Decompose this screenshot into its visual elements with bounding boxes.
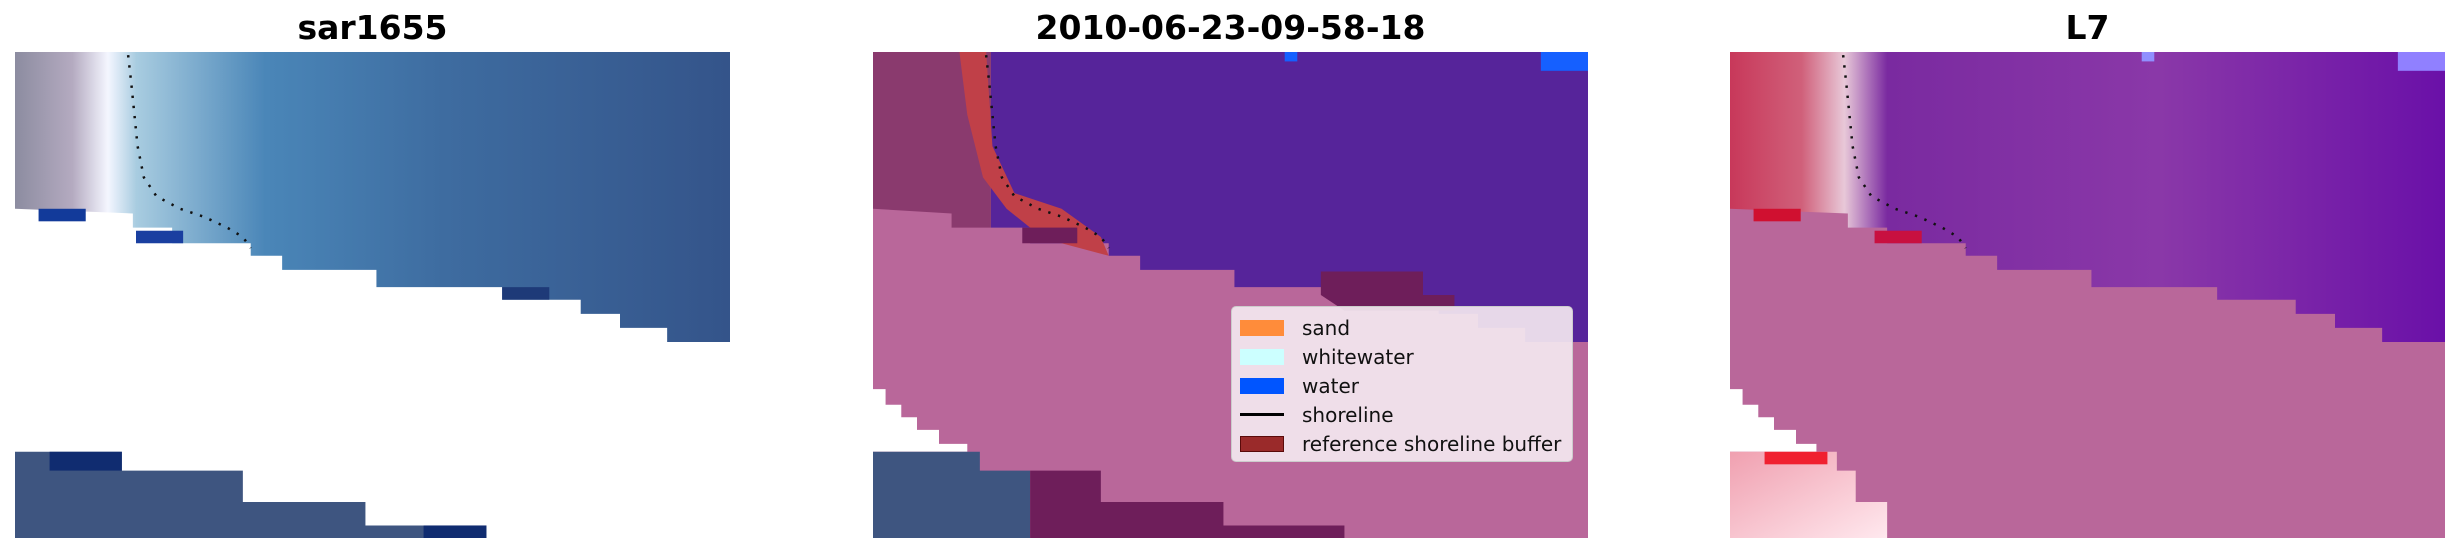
index-panel	[1730, 52, 2445, 538]
water-pixel-patch	[1540, 52, 1588, 71]
classification-panel	[873, 52, 1588, 538]
legend-label: whitewater	[1302, 344, 1414, 369]
dark-pixel-patch	[49, 451, 122, 471]
index-region-bottom	[1730, 451, 1888, 538]
red-pixel-patch	[1874, 230, 1922, 244]
dark-pixel-patch	[502, 287, 550, 300]
legend-item-buffer: reference shoreline buffer	[1240, 429, 1564, 458]
water-pixel-patch	[1284, 52, 1298, 62]
panel-title-date: 2010-06-23-09-58-18	[1035, 8, 1426, 47]
dark-pixel-patch	[423, 525, 487, 538]
buffer-swatch-icon	[1240, 435, 1284, 452]
legend-item-sand: sand	[1240, 313, 1564, 342]
shoreline-line-icon	[1240, 413, 1284, 416]
index-region-top	[1730, 52, 2445, 343]
water-swatch-icon	[1240, 377, 1284, 394]
image-region-bottom	[15, 451, 487, 538]
red-pixel-patch	[1753, 208, 1801, 222]
dark-buffer-patch	[1022, 227, 1078, 244]
shore-red-strip	[959, 52, 1109, 256]
legend-label: reference shoreline buffer	[1302, 431, 1562, 456]
panel-title-satellite: L7	[2065, 8, 2110, 47]
panel-title-sar: sar1655	[297, 8, 448, 47]
red-pixel-patch	[1764, 451, 1828, 465]
land-region	[873, 52, 991, 228]
legend: sand whitewater water shoreline referenc…	[1231, 306, 1573, 462]
sand-swatch-icon	[1240, 319, 1284, 336]
legend-label: water	[1302, 373, 1359, 398]
legend-label: sand	[1302, 315, 1351, 340]
dark-buffer-band	[979, 470, 1345, 538]
legend-item-shoreline: shoreline	[1240, 400, 1564, 429]
legend-label: shoreline	[1302, 402, 1394, 427]
image-region-bottom	[873, 451, 1031, 538]
legend-item-water: water	[1240, 371, 1564, 400]
rgb-image-panel	[15, 52, 730, 538]
light-pixel-patch	[2397, 52, 2445, 71]
no-data-region	[1730, 389, 1817, 452]
image-region-top	[15, 52, 730, 343]
dark-pixel-patch	[38, 208, 86, 222]
dark-buffer-patch	[1320, 271, 1455, 311]
whitewater-swatch-icon	[1240, 348, 1284, 365]
legend-item-whitewater: whitewater	[1240, 342, 1564, 371]
light-pixel-patch	[2141, 52, 2155, 62]
dark-pixel-patch	[136, 230, 184, 244]
water-class-region	[990, 52, 1588, 343]
no-data-region	[873, 389, 968, 452]
